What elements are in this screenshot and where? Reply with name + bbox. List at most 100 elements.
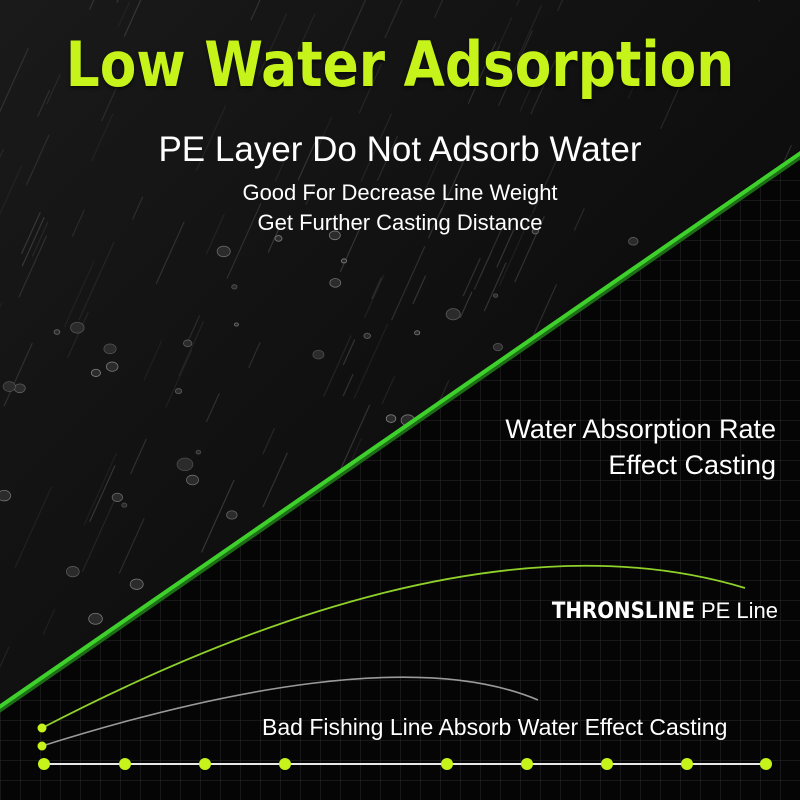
rain-streak: [342, 339, 356, 366]
scale-marker-dot: [681, 758, 693, 770]
rain-streak: [419, 159, 440, 202]
thronsline-trajectory: [41, 564, 746, 729]
rain-streak: [0, 148, 4, 178]
rain-streak: [391, 246, 426, 321]
rain-streak: [358, 63, 383, 114]
rain-streak: [323, 335, 352, 397]
scale-marker-dot: [760, 758, 772, 770]
rain-streak: [467, 41, 497, 104]
rain-streak: [25, 134, 50, 186]
water-droplet: [105, 361, 119, 372]
water-droplet: [340, 258, 347, 264]
distance-scale-markers: [38, 758, 772, 770]
rain-streak: [78, 241, 115, 321]
brand-name: THRONSLINE: [551, 599, 695, 624]
water-droplet: [65, 566, 80, 578]
rain-streak: [83, 452, 117, 526]
water-droplet: [216, 245, 231, 258]
rain-streak: [262, 452, 288, 508]
rain-streak: [46, 74, 61, 105]
rain-streak: [427, 208, 443, 239]
water-droplet: [274, 235, 283, 242]
rain-streak: [462, 258, 481, 297]
rain-streak: [143, 340, 163, 381]
rain-streak: [342, 374, 354, 397]
rain-streak: [0, 48, 29, 112]
rain-streak: [439, 143, 472, 214]
rain-streak: [627, 67, 643, 99]
water-droplet: [226, 510, 238, 520]
rain-streak: [42, 608, 56, 635]
rain-streak: [274, 145, 292, 182]
rain-streak: [532, 144, 564, 214]
water-droplet: [13, 383, 26, 394]
water-droplet: [88, 612, 103, 625]
rain-streak: [360, 113, 392, 182]
water-droplet: [176, 457, 194, 472]
rain-streak: [14, 486, 52, 568]
rain-streak: [434, 0, 454, 18]
rain-streak: [205, 214, 225, 255]
water-droplet: [385, 414, 397, 423]
rain-streak: [496, 228, 515, 268]
thronsline-label: THRONSLINE PE Line: [536, 598, 778, 624]
scale-marker-dot: [279, 758, 291, 770]
rain-streak: [291, 13, 316, 66]
rain-streak: [459, 291, 473, 319]
rain-streak: [519, 49, 549, 112]
headline: Low Water Adsorption: [65, 28, 735, 101]
rain-streak: [364, 274, 385, 318]
rain-streak: [248, 342, 261, 369]
rain-streak: [81, 496, 117, 572]
scale-marker-dot: [119, 758, 131, 770]
water-droplet: [186, 474, 199, 486]
water-droplet: [53, 329, 61, 335]
rain-streak: [89, 465, 116, 522]
rain-streak: [187, 315, 201, 342]
rain-streak: [371, 277, 382, 300]
rain-streak: [117, 1, 131, 28]
water-droplet: [103, 343, 117, 355]
rain-streak: [305, 183, 316, 205]
rain-streak: [71, 209, 85, 237]
water-droplet: [492, 342, 503, 352]
scale-marker-dot: [199, 758, 211, 770]
water-droplet: [328, 230, 341, 241]
bad-line-label: Bad Fishing Line Absorb Water Effect Cas…: [262, 714, 728, 740]
rain-streak: [0, 646, 10, 706]
rain-streak: [381, 376, 395, 405]
rain-streak: [206, 392, 220, 423]
rain-streak: [3, 342, 33, 407]
rain-streak: [18, 235, 48, 298]
rain-streak: [118, 518, 145, 574]
water-droplet: [121, 502, 128, 508]
scale-marker-dot: [601, 758, 613, 770]
water-droplet: [414, 330, 421, 336]
benefit-distance: Get Further Casting Distance: [257, 210, 543, 235]
rain-streak: [483, 262, 507, 312]
rain-streak: [132, 196, 144, 220]
rain-streak: [195, 105, 227, 172]
rain-streak: [37, 89, 50, 117]
water-droplet: [0, 489, 12, 502]
rain-streak: [201, 479, 235, 553]
water-droplet: [174, 388, 183, 395]
water-droplet: [329, 278, 342, 288]
rain-streak: [498, 214, 532, 286]
bad-line-trajectory: [41, 676, 539, 747]
comparison-label-line2: Effect Casting: [608, 450, 776, 480]
rain-streak: [67, 311, 89, 359]
water-droplet: [231, 284, 238, 290]
diagonal-fishing-line: [0, 151, 800, 709]
rain-streak: [267, 226, 281, 253]
thronsline-start-dot: [37, 723, 47, 733]
rain-streak: [123, 0, 160, 37]
water-droplet: [90, 368, 101, 377]
water-droplet: [195, 449, 202, 455]
water-droplet: [493, 293, 499, 298]
rain-streak: [165, 349, 192, 408]
rain-streak: [516, 0, 527, 7]
rain-streak: [226, 203, 262, 279]
